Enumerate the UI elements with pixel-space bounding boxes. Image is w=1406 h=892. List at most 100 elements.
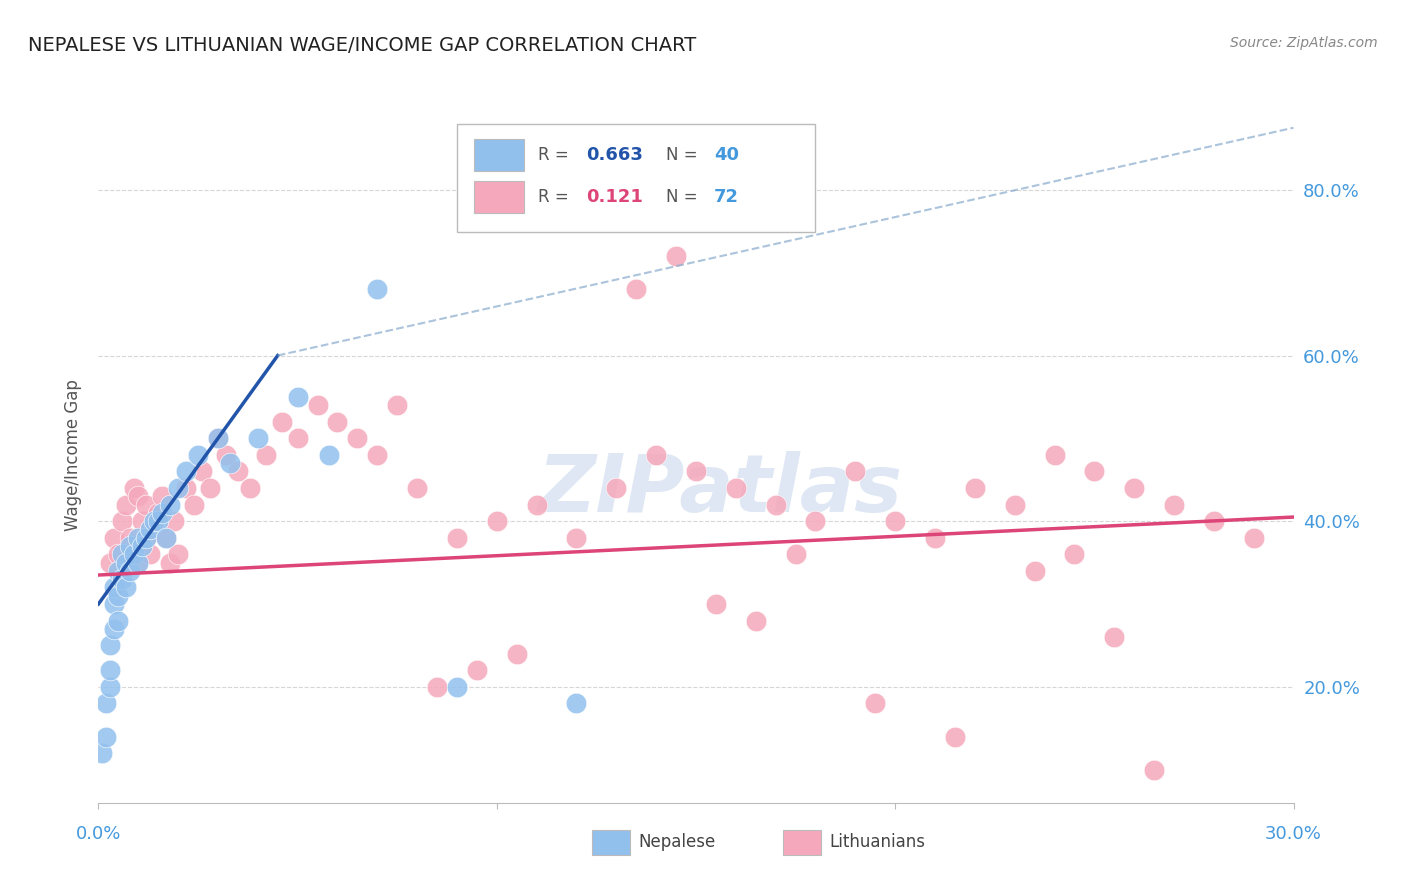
Point (91, 746, 114, 760)
Point (844, 465, 866, 479)
Point (111, 514, 134, 528)
Point (115, 498, 138, 512)
Point (148, 514, 170, 528)
Point (287, 431, 309, 445)
Point (131, 514, 153, 528)
Text: 72: 72 (714, 188, 740, 206)
Point (1024, 564, 1046, 578)
Text: N =: N = (666, 146, 703, 164)
Point (103, 581, 125, 595)
Point (127, 556, 149, 570)
Point (207, 431, 229, 445)
Point (120, 564, 142, 578)
FancyBboxPatch shape (474, 139, 524, 171)
Point (120, 539, 142, 553)
Point (385, 398, 409, 412)
Text: ZIPatlas: ZIPatlas (537, 450, 903, 529)
Point (1202, 514, 1225, 528)
Point (1123, 481, 1146, 495)
Point (107, 564, 129, 578)
Point (1043, 448, 1066, 462)
FancyBboxPatch shape (474, 181, 524, 213)
Text: Source: ZipAtlas.com: Source: ZipAtlas.com (1230, 36, 1378, 50)
Point (124, 481, 146, 495)
Point (605, 481, 627, 495)
Point (127, 556, 149, 570)
Point (143, 523, 166, 537)
Text: Lithuanians: Lithuanians (830, 833, 925, 852)
FancyBboxPatch shape (457, 124, 815, 232)
FancyBboxPatch shape (592, 830, 630, 855)
Point (226, 465, 249, 479)
Point (111, 572, 134, 586)
Point (155, 531, 177, 545)
Point (198, 481, 221, 495)
Point (884, 514, 907, 528)
Point (1104, 630, 1126, 644)
Point (174, 465, 197, 479)
FancyBboxPatch shape (783, 830, 821, 855)
Point (865, 697, 887, 711)
Point (506, 647, 529, 661)
Point (1243, 531, 1265, 545)
Text: Nepalese: Nepalese (638, 833, 716, 852)
Point (96, 730, 118, 744)
Point (924, 531, 946, 545)
Point (1004, 498, 1026, 512)
Point (98, 639, 122, 653)
Point (191, 465, 214, 479)
Point (724, 481, 747, 495)
Text: N =: N = (666, 188, 703, 206)
Point (131, 539, 153, 553)
Point (139, 523, 162, 537)
Text: 40: 40 (714, 146, 740, 164)
Point (187, 448, 209, 462)
Point (645, 448, 668, 462)
Point (103, 531, 125, 545)
Point (1083, 465, 1105, 479)
Point (183, 498, 205, 512)
Point (565, 697, 588, 711)
Point (446, 531, 468, 545)
Point (135, 531, 157, 545)
Point (127, 531, 149, 545)
Point (143, 514, 166, 528)
Point (1063, 547, 1085, 561)
Point (943, 730, 966, 744)
Point (239, 481, 262, 495)
Point (215, 448, 238, 462)
Point (287, 390, 309, 404)
Point (111, 547, 134, 561)
Point (135, 498, 157, 512)
Point (1143, 763, 1166, 777)
Point (565, 531, 588, 545)
Point (135, 531, 157, 545)
Point (207, 431, 229, 445)
Point (127, 489, 149, 503)
Text: R =: R = (538, 146, 574, 164)
Point (485, 514, 508, 528)
Point (124, 547, 146, 561)
Text: 0.0%: 0.0% (76, 825, 121, 843)
Point (665, 249, 688, 263)
Text: R =: R = (538, 188, 579, 206)
Point (120, 531, 142, 545)
Point (346, 431, 368, 445)
Point (155, 531, 177, 545)
Point (254, 448, 277, 462)
Point (318, 448, 340, 462)
Point (626, 282, 648, 296)
Point (804, 514, 827, 528)
Point (159, 556, 181, 570)
Point (150, 506, 173, 520)
Point (98, 663, 122, 677)
Point (246, 431, 269, 445)
Point (115, 556, 138, 570)
Point (963, 481, 986, 495)
Point (366, 448, 388, 462)
Point (167, 547, 190, 561)
Y-axis label: Wage/Income Gap: Wage/Income Gap (65, 379, 83, 531)
Point (446, 680, 468, 694)
Text: 0.663: 0.663 (586, 146, 643, 164)
Point (219, 456, 242, 470)
